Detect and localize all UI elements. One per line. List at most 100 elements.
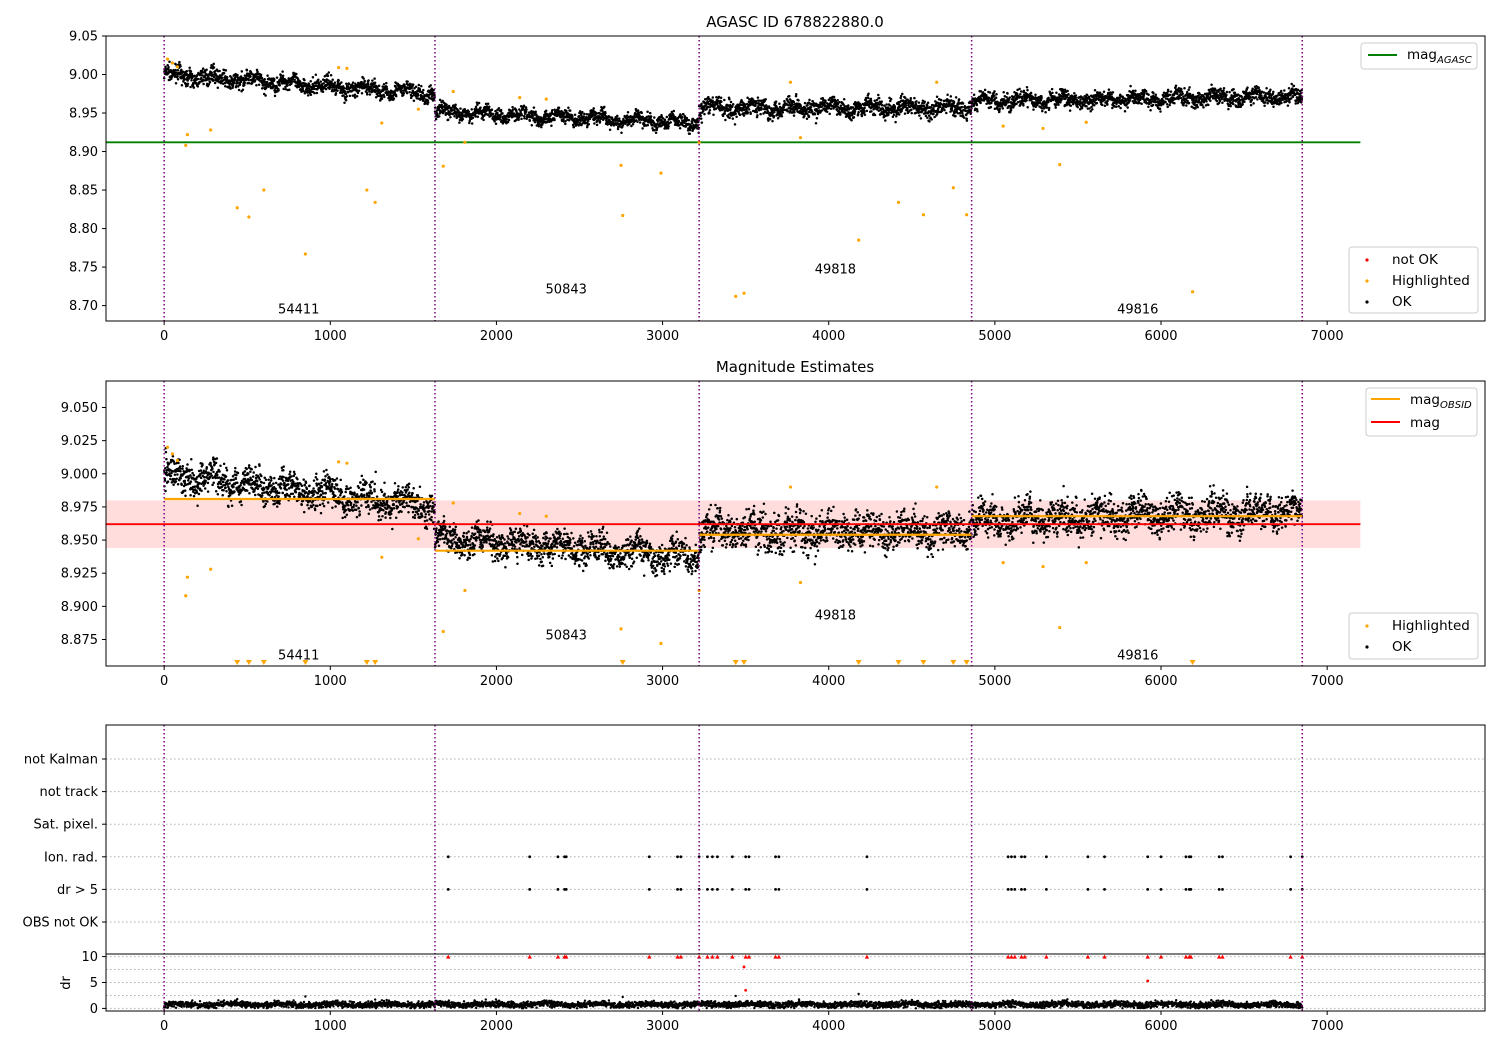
ok-point	[243, 83, 246, 87]
ok-point	[803, 101, 807, 105]
ok-point	[1254, 95, 1258, 99]
ok-point	[603, 105, 606, 109]
ok-point	[805, 117, 809, 121]
ok-point	[200, 76, 203, 80]
ok-point	[1257, 86, 1260, 89]
ok-point	[873, 113, 877, 117]
ok-point	[857, 111, 860, 114]
ok-point	[797, 99, 800, 102]
ok-point	[962, 116, 966, 119]
ok-point	[417, 83, 421, 87]
ok-point	[669, 121, 672, 124]
ok-point	[1054, 106, 1057, 109]
ok-point	[582, 115, 586, 118]
ok-point	[895, 114, 898, 118]
ok-point	[595, 123, 599, 127]
ok-point	[583, 112, 586, 116]
ok-point	[1102, 90, 1106, 93]
ok-point	[479, 106, 482, 109]
ok-point	[241, 76, 245, 80]
ok-point	[1006, 92, 1009, 95]
ok-point	[904, 103, 908, 107]
ok-point	[190, 78, 193, 82]
ok-point	[367, 83, 370, 87]
ok-point	[1026, 105, 1029, 109]
x-tick-label: 4000	[812, 329, 845, 344]
ok-point	[852, 115, 856, 119]
ok-point	[470, 122, 474, 125]
ok-point	[667, 125, 670, 128]
ok-point	[362, 77, 365, 80]
ok-point	[678, 126, 682, 130]
ok-point	[700, 121, 704, 124]
ok-point	[608, 128, 612, 131]
ok-point	[1191, 93, 1195, 97]
ok-point	[683, 114, 687, 118]
ok-point	[945, 111, 948, 115]
ok-point	[993, 90, 996, 93]
ok-point	[1032, 108, 1035, 111]
ok-point	[1225, 93, 1228, 96]
ok-point	[232, 81, 236, 85]
ok-point	[174, 82, 178, 85]
ok-point	[760, 107, 763, 111]
ok-point	[551, 108, 554, 112]
ok-point	[593, 122, 596, 125]
ok-point	[311, 76, 315, 79]
ok-point	[813, 112, 817, 116]
ok-point	[926, 116, 929, 119]
ok-point	[392, 97, 396, 100]
x-tick-label: 6000	[1144, 329, 1177, 344]
ok-point	[646, 110, 649, 113]
ok-point	[196, 85, 200, 88]
x-tick-label: 0	[160, 329, 168, 344]
ok-point	[1101, 93, 1104, 96]
ok-point	[863, 113, 867, 116]
ok-point	[220, 76, 224, 80]
ok-point	[162, 77, 166, 80]
ok-point	[729, 108, 732, 111]
y-tick-label: 8.75	[69, 261, 98, 276]
ok-point	[938, 105, 942, 108]
ok-point	[772, 114, 776, 118]
ok-point	[550, 124, 553, 127]
ok-point	[363, 79, 366, 83]
ok-point	[774, 100, 778, 103]
ok-point	[496, 111, 499, 114]
ok-point	[180, 72, 183, 75]
ok-point	[829, 107, 833, 110]
ok-point	[687, 118, 691, 122]
ok-point	[1173, 101, 1176, 105]
ok-point	[928, 120, 931, 123]
ok-point	[887, 113, 890, 117]
ok-point	[598, 120, 602, 123]
ok-point	[792, 100, 796, 104]
ok-point	[773, 110, 776, 114]
ok-point	[641, 127, 644, 130]
ok-point	[985, 94, 988, 97]
ok-point	[247, 78, 250, 82]
ok-point	[493, 120, 496, 123]
ok-point	[347, 82, 351, 86]
ok-point	[949, 95, 953, 98]
ok-point	[721, 114, 725, 118]
ok-point	[1158, 107, 1162, 111]
ok-point	[1126, 106, 1129, 109]
ok-point	[1265, 86, 1268, 90]
ok-point	[901, 92, 904, 96]
ok-point	[700, 102, 703, 106]
ok-point	[1263, 101, 1267, 104]
ok-point	[755, 111, 759, 114]
ok-point	[321, 90, 325, 94]
ok-point	[411, 83, 415, 86]
ok-point	[360, 92, 364, 95]
ok-point	[336, 89, 339, 93]
ok-point	[567, 119, 571, 122]
ok-point	[1098, 91, 1102, 94]
ok-point	[690, 121, 694, 125]
ok-point	[706, 100, 710, 103]
ok-point	[229, 87, 232, 90]
ok-point	[821, 96, 825, 100]
ok-point	[1005, 102, 1008, 105]
ok-point	[532, 106, 536, 109]
